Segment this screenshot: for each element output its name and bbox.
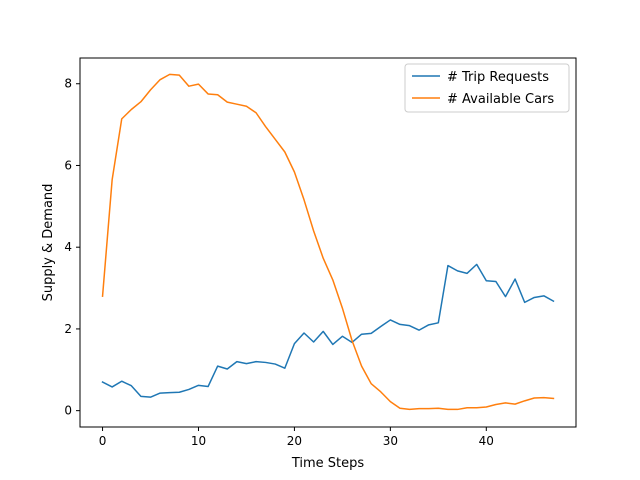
series-line-0 <box>101 263 555 398</box>
x-tick-label: 30 <box>383 434 398 448</box>
x-tick-label: 0 <box>99 434 107 448</box>
y-tick-label: 0 <box>64 404 72 418</box>
y-tick-label: 4 <box>64 240 72 254</box>
legend-label: # Available Cars <box>447 92 554 107</box>
x-axis-label: Time Steps <box>291 456 365 471</box>
series-layer <box>101 73 555 411</box>
y-axis-label: Supply & Demand <box>41 184 56 302</box>
legend-label: # Trip Requests <box>447 70 549 85</box>
y-tick-label: 6 <box>64 158 72 172</box>
x-axis: 0 10 20 30 40 <box>99 427 494 448</box>
legend: # Trip Requests # Available Cars <box>404 63 570 113</box>
y-tick-label: 2 <box>64 322 72 336</box>
x-tick-label: 20 <box>287 434 302 448</box>
x-tick-label: 10 <box>191 434 206 448</box>
y-tick-label: 8 <box>64 77 72 91</box>
y-axis: 0 2 4 6 8 <box>64 77 80 418</box>
axes-frame <box>79 57 577 428</box>
legend-box <box>404 63 570 113</box>
x-tick-label: 40 <box>479 434 494 448</box>
series-line-1 <box>101 73 555 411</box>
